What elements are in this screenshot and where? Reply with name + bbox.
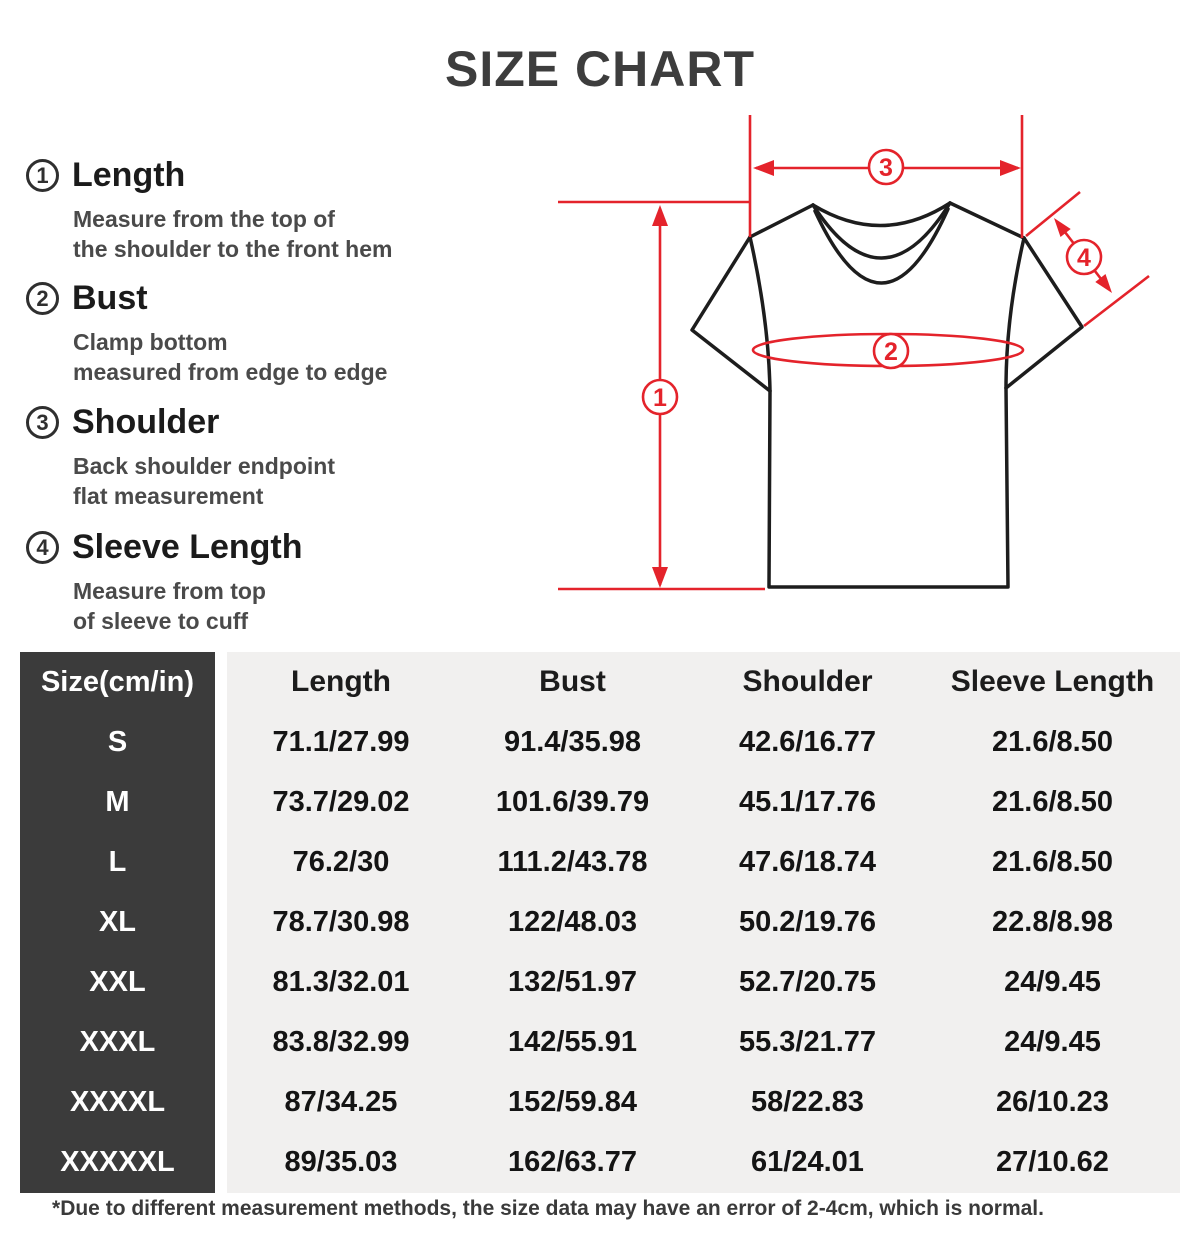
table-cell: 45.1/17.76: [738, 785, 877, 818]
table-cell: 47.6/18.74: [738, 845, 877, 878]
size-label: M: [105, 785, 130, 818]
table-cell: 91.4/35.98: [503, 725, 642, 758]
svg-text:2: 2: [884, 338, 898, 366]
sleeve-ref-line-lower: [1083, 274, 1150, 328]
circle-2-marker-icon: [872, 332, 910, 370]
svg-text:4: 4: [1077, 244, 1091, 272]
definition-description: Back shoulder endpoint flat measurement: [73, 453, 335, 509]
table-cell: 76.2/30: [292, 845, 390, 878]
table-cell: 61/24.01: [751, 1146, 864, 1179]
definition-term: Length: [72, 156, 186, 194]
table-cell: 122/48.03: [507, 905, 637, 938]
circle-3-marker-icon: [867, 148, 905, 186]
table-cell: 42.6/16.77: [738, 725, 877, 758]
sleeve-ref-line-upper: [1025, 190, 1081, 238]
table-cell: 162/63.77: [507, 1146, 637, 1179]
table-cell: 78.7/30.98: [272, 905, 410, 938]
svg-text:3: 3: [879, 154, 893, 182]
definition-length: 1 Length Measure from the top of the sho…: [26, 156, 392, 264]
table-cell: 101.6/39.79: [495, 785, 650, 818]
size-table-size-column: Size(cm/in) S M L XL XXL XXXL XXXXL XXXX…: [20, 652, 215, 1193]
table-cell: 142/55.91: [507, 1026, 637, 1059]
table-cell: 89/35.03: [284, 1146, 398, 1179]
size-label: XXL: [89, 966, 146, 999]
table-cell: 152/59.84: [507, 1086, 637, 1119]
table-cell: 21.6/8.50: [992, 845, 1113, 878]
column-header-length: Length: [291, 665, 391, 699]
measurement-lines: [558, 115, 1150, 591]
definition-description: Measure from top of sleeve to cuff: [73, 578, 266, 634]
circle-3-marker-icon: 3: [26, 406, 59, 439]
definition-term: Bust: [72, 279, 148, 317]
size-label: XXXXL: [69, 1086, 166, 1119]
circle-1-marker-icon: 1: [26, 159, 59, 192]
table-cell: 21.6/8.50: [992, 785, 1113, 818]
column-header-shoulder: Shoulder: [742, 665, 873, 699]
table-cell: 52.7/20.75: [738, 966, 877, 999]
table-cell: 24/9.45: [1004, 966, 1101, 999]
definition-shoulder: 3 Shoulder Back shoulder endpoint flat m…: [26, 403, 335, 511]
table-cell: 81.3/32.01: [272, 966, 410, 999]
definition-sleeve-length: 4 Sleeve Length Measure from top of slee…: [26, 528, 303, 636]
size-label: L: [108, 845, 127, 878]
size-label: XL: [98, 905, 137, 938]
table-cell: 87/34.25: [284, 1086, 398, 1119]
column-header-bust: Bust: [539, 665, 606, 699]
measurement-disclaimer: *Due to different measurement methods, t…: [52, 1197, 1044, 1220]
table-cell: 22.8/8.98: [992, 905, 1113, 938]
table-cell: 55.3/21.77: [738, 1026, 877, 1059]
tshirt-outline-icon: [690, 201, 1084, 589]
size-label: XXXL: [79, 1026, 156, 1059]
table-cell: 26/10.23: [996, 1086, 1109, 1119]
column-header-sleeve-length: Sleeve Length: [950, 665, 1155, 699]
size-label: XXXXXL: [60, 1146, 175, 1179]
table-cell: 83.8/32.99: [272, 1026, 410, 1059]
circle-2-marker-icon: 2: [26, 282, 59, 315]
circle-4-marker-icon: [1065, 238, 1103, 276]
table-cell: 58/22.83: [751, 1086, 864, 1119]
definition-description: Measure from the top of the shoulder to …: [73, 206, 393, 262]
table-cell: 71.1/27.99: [272, 725, 410, 758]
table-cell: 111.2/43.78: [497, 845, 648, 878]
definition-term: Sleeve Length: [72, 528, 303, 566]
size-label: S: [107, 725, 128, 758]
page-title: SIZE CHART: [445, 41, 755, 97]
svg-text:1: 1: [653, 384, 667, 412]
table-cell: 132/51.97: [507, 966, 637, 999]
circle-1-marker-icon: [641, 378, 679, 416]
diagram-markers: 1 2 3 4: [641, 148, 1103, 416]
table-cell: 50.2/19.76: [738, 905, 877, 938]
definition-bust: 2 Bust Clamp bottom measured from edge t…: [26, 279, 387, 387]
circle-4-marker-icon: 4: [26, 531, 59, 564]
size-column-header: Size(cm/in): [40, 665, 195, 698]
arrowheads: [652, 160, 1112, 588]
definition-term: Shoulder: [72, 403, 220, 441]
table-cell: 73.7/29.02: [272, 785, 410, 818]
size-table-data: Length Bust Shoulder Sleeve Length 71.1/…: [227, 652, 1180, 1193]
table-cell: 24/9.45: [1004, 1026, 1101, 1059]
table-cell: 21.6/8.50: [992, 725, 1113, 758]
definition-description: Clamp bottom measured from edge to edge: [73, 329, 388, 385]
tshirt-measurement-diagram: 1 2 3 4: [558, 115, 1150, 591]
table-cell: 27/10.62: [996, 1146, 1109, 1179]
